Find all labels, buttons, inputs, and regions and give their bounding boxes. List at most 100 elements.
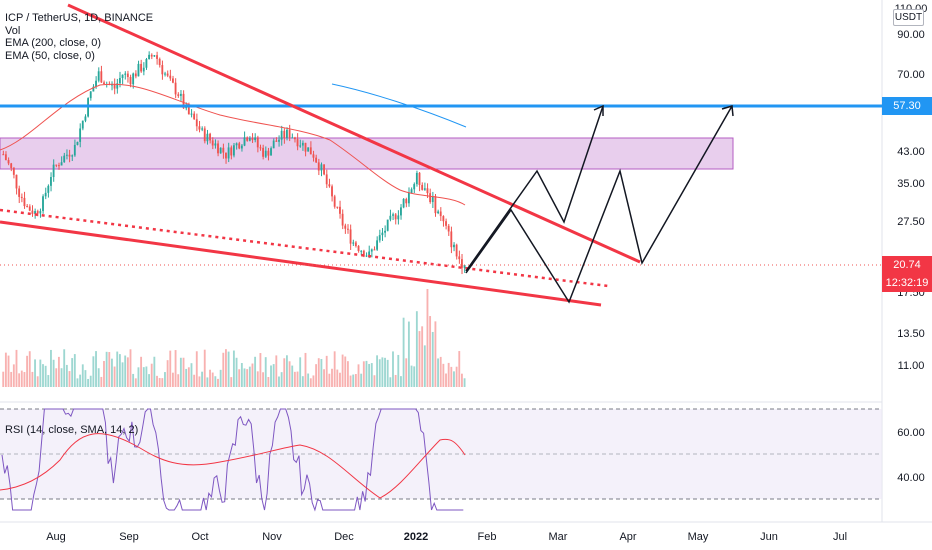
volume-bar xyxy=(400,376,402,387)
support-trendline[interactable] xyxy=(0,220,602,307)
indicator-ema200[interactable]: EMA (200, close, 0) xyxy=(5,37,101,49)
currency-unit-badge[interactable]: USDT xyxy=(893,9,924,26)
price-tick-label: 11.00 xyxy=(898,360,925,372)
time-tick-label: Jun xyxy=(760,531,778,543)
symbol-title[interactable]: ICP / TetherUS, 1D, BINANCE xyxy=(5,12,154,24)
volume-bar xyxy=(293,371,296,387)
candle-body xyxy=(304,142,307,152)
candle-body xyxy=(280,130,283,140)
volume-bar xyxy=(179,357,182,387)
volume-bar xyxy=(113,366,116,387)
volume-bar xyxy=(434,321,437,387)
candle-body xyxy=(190,113,193,115)
candle-body xyxy=(254,137,257,141)
candle-body xyxy=(60,162,63,166)
volume-bar xyxy=(317,358,320,387)
candle-body xyxy=(450,231,453,248)
ema50-line xyxy=(0,83,466,206)
candle-body xyxy=(15,174,18,189)
volume-bar xyxy=(214,376,217,387)
volume-bars xyxy=(2,289,466,387)
projection-arrow-b xyxy=(721,105,734,117)
time-tick-label: Sep xyxy=(119,531,139,543)
time-tick-label: Oct xyxy=(191,531,208,543)
time-axis: Aug Sep Oct Nov Dec 2022 Feb Mar Apr May Jun Jul xyxy=(46,531,847,543)
volume-bar xyxy=(291,365,294,387)
candle-body xyxy=(214,143,217,146)
rsi-legend[interactable]: RSI (14, close, SMA, 14, 2) xyxy=(5,424,139,436)
volume-bar xyxy=(225,349,227,387)
candle-body xyxy=(288,129,291,138)
resistance-price-tag: 57.30 xyxy=(882,97,932,115)
indicator-vol[interactable]: Vol xyxy=(5,24,21,37)
volume-bar xyxy=(463,378,466,387)
volume-bar xyxy=(333,351,336,387)
candle-body xyxy=(267,150,270,156)
chart-legend: ICP / TetherUS, 1D, BINANCE Vol EMA (200… xyxy=(5,12,153,62)
descending-trendline[interactable] xyxy=(67,3,641,264)
projection-path-a[interactable] xyxy=(465,105,604,272)
candle-body xyxy=(121,74,124,78)
rsi-line xyxy=(1,408,464,512)
volume-bar xyxy=(288,361,291,387)
volume-bar xyxy=(453,371,455,387)
volume-bar xyxy=(426,289,429,387)
volume-bar xyxy=(103,360,105,387)
volume-bar xyxy=(116,351,119,387)
volume-bar xyxy=(206,377,209,387)
volume-bar xyxy=(39,359,42,387)
candle-body xyxy=(12,167,15,175)
candle-body xyxy=(423,188,426,190)
candle-body xyxy=(301,142,304,146)
candle-body xyxy=(397,215,400,220)
volume-bar xyxy=(415,311,418,387)
volume-bar xyxy=(10,371,13,387)
candle-body xyxy=(275,140,278,142)
candle-body xyxy=(217,143,219,154)
candle-body xyxy=(389,215,392,220)
projection-path-b[interactable] xyxy=(465,105,733,304)
volume-bar xyxy=(270,365,272,387)
volume-bar xyxy=(153,356,156,387)
candle-body xyxy=(248,138,251,141)
candle-body xyxy=(201,128,204,130)
volume-bar xyxy=(315,364,318,387)
candle-body xyxy=(182,93,185,109)
candle-body xyxy=(455,244,458,257)
volume-bar xyxy=(460,373,463,387)
volume-bar xyxy=(31,371,34,387)
candle-body xyxy=(47,185,50,193)
candle-body xyxy=(36,211,39,214)
candle-body xyxy=(166,73,169,76)
volume-bar xyxy=(278,376,280,387)
candle-body xyxy=(238,143,241,149)
volume-bar xyxy=(323,369,325,387)
rsi-tick-label: 60.00 xyxy=(897,427,925,439)
candle-body xyxy=(76,141,79,145)
candle-body xyxy=(174,82,177,95)
price-tick-label: 35.00 xyxy=(897,178,925,190)
indicator-ema50[interactable]: EMA (50, close, 0) xyxy=(5,49,95,62)
volume-bar xyxy=(354,374,357,387)
supply-zone[interactable] xyxy=(0,137,734,170)
volume-bar xyxy=(217,378,219,387)
volume-bar xyxy=(344,356,347,387)
candle-body xyxy=(357,246,360,251)
candle-body xyxy=(368,251,371,256)
volume-bar xyxy=(423,345,426,387)
candle-body xyxy=(283,130,286,138)
candle-body xyxy=(203,128,206,142)
countdown-tag: 12:32:19 xyxy=(882,274,932,292)
volume-bar xyxy=(222,352,225,387)
volume-bar xyxy=(142,367,145,387)
volume-bar xyxy=(166,360,169,387)
volume-bar xyxy=(320,359,323,387)
time-tick-label: May xyxy=(688,531,709,543)
volume-bar xyxy=(339,372,341,387)
volume-bar xyxy=(169,350,172,387)
candle-body xyxy=(219,147,222,154)
dotted-trendline[interactable] xyxy=(0,208,609,288)
volume-bar xyxy=(246,369,249,387)
volume-bar xyxy=(240,363,243,387)
